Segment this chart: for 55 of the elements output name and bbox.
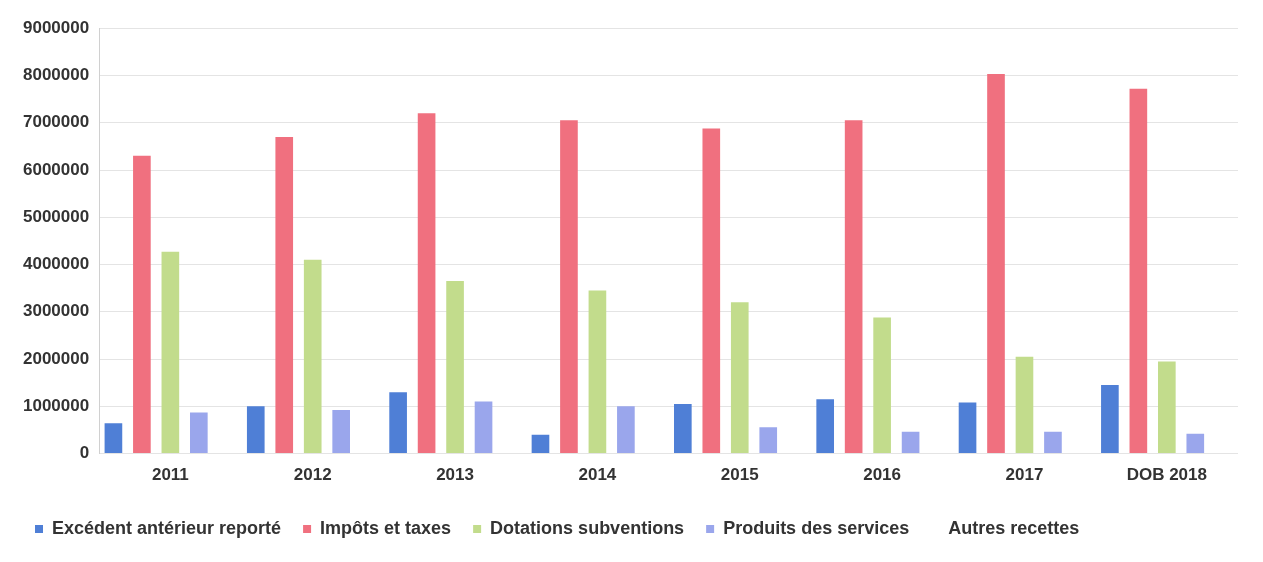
text: Autres recettes (948, 517, 1080, 538)
bar (1015, 356, 1034, 454)
bar (759, 427, 778, 454)
x-tick-label: 2011 (151, 465, 189, 485)
x-tick-label: 2014 (578, 465, 617, 485)
bar (332, 410, 351, 454)
y-tick-label: 2000000 (22, 348, 90, 368)
x-tick-label: 2013 (436, 465, 474, 485)
bar (1186, 433, 1205, 454)
bar (474, 401, 493, 454)
bar (873, 317, 891, 454)
y-tick-label: 7000000 (22, 112, 90, 132)
x-tick-label: 2015 (720, 465, 759, 485)
y-tick-label: 4000000 (22, 254, 90, 274)
bar (161, 251, 180, 454)
bar (617, 406, 635, 454)
bar (389, 392, 407, 454)
bar (446, 281, 464, 454)
bar (1129, 88, 1148, 454)
legend-label: Dotations subventions (490, 517, 685, 538)
bar (674, 403, 692, 454)
y-tick-label: 0 (79, 443, 90, 463)
bar (702, 128, 721, 454)
y-tick-label: 9000000 (22, 17, 90, 37)
bar (958, 402, 977, 454)
legend-label: Produits des services (723, 517, 910, 538)
bar (1158, 361, 1176, 454)
bar (730, 302, 749, 454)
bar (1044, 431, 1062, 454)
y-tick-label: 5000000 (22, 206, 90, 226)
y-tick-label: 8000000 (22, 65, 90, 85)
bar (901, 431, 920, 454)
x-tick-label: 2017 (1005, 465, 1044, 485)
y-tick-label: 3000000 (22, 301, 90, 321)
bar (816, 399, 834, 454)
x-tick-label: 2012 (293, 465, 332, 485)
legend-label: Excédent antérieur reporté (52, 517, 282, 538)
bar (104, 423, 123, 454)
bar (275, 136, 294, 454)
legend-label: Impôts et taxes (320, 517, 452, 538)
y-tick-label: 1000000 (22, 396, 90, 416)
x-tick-label: 2016 (863, 465, 902, 485)
bar (844, 120, 863, 454)
bar (417, 113, 436, 454)
x-tick-label: DOB 2018 (1126, 465, 1207, 485)
bar (531, 434, 550, 454)
bar (588, 290, 607, 454)
bar (246, 406, 265, 454)
bar (303, 259, 322, 454)
bar (1101, 385, 1119, 454)
bar (560, 120, 578, 454)
bar (133, 155, 151, 454)
y-tick-label: 6000000 (22, 159, 90, 179)
bar (190, 412, 208, 454)
bar (987, 74, 1005, 454)
